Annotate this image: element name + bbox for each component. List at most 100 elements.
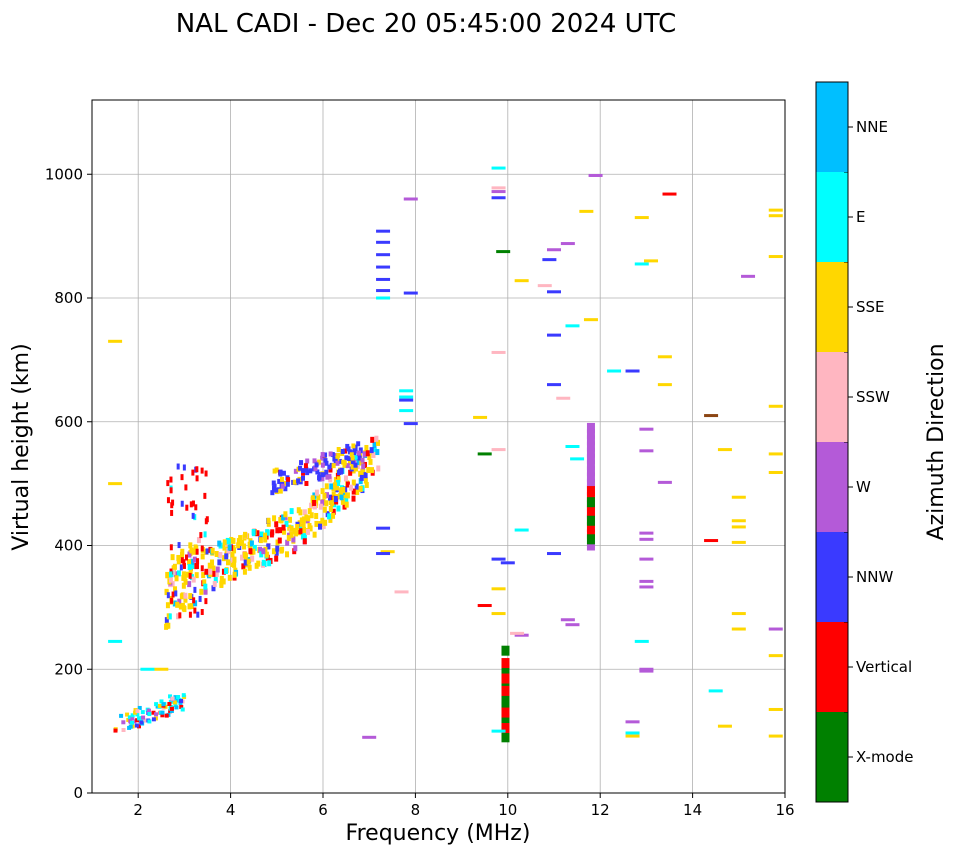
series-point	[399, 395, 414, 399]
f-layer-echo	[265, 529, 270, 536]
f-layer-echo	[353, 454, 358, 461]
series-point	[586, 534, 595, 545]
series-point	[376, 526, 391, 530]
series-point	[768, 404, 783, 408]
colorbar-label: NNE	[856, 118, 888, 136]
f-layer-echo	[285, 551, 290, 558]
x-tick-label: 12	[591, 801, 610, 819]
f-layer-echo	[275, 539, 280, 546]
series-point	[586, 460, 595, 471]
e-layer-echo	[132, 719, 137, 724]
f-layer-echo	[208, 568, 213, 575]
series-point	[542, 258, 557, 262]
f-layer-speckle	[200, 565, 204, 572]
series-point	[547, 383, 561, 387]
f-layer-speckle	[200, 467, 204, 474]
f-layer-echo	[349, 484, 354, 491]
series-point	[565, 324, 580, 328]
f-layer-echo	[281, 514, 286, 521]
f-layer-echo	[275, 545, 280, 552]
f-layer-echo	[283, 511, 288, 518]
series-point	[731, 540, 746, 544]
e-layer-echo	[125, 712, 130, 717]
e-layer-echo	[163, 704, 168, 709]
upper-f-echo	[293, 468, 298, 474]
y-tick-label: 1000	[45, 165, 83, 183]
series-point	[403, 291, 418, 295]
series-point	[491, 448, 506, 452]
f-layer-echo	[180, 548, 185, 555]
f-layer-speckle	[195, 466, 199, 473]
series-point	[704, 414, 719, 418]
f-layer-echo	[366, 467, 371, 474]
f-layer-echo	[176, 554, 181, 561]
f-layer-echo	[340, 498, 345, 505]
y-tick-label: 600	[54, 413, 83, 431]
upper-f-echo	[337, 468, 342, 474]
f-layer-echo	[333, 477, 338, 484]
f-layer-echo	[331, 508, 336, 515]
azimuth-colorbar: X-mode Vertical NNW W SSW SSE E NNE	[815, 81, 913, 803]
f-layer-echo	[364, 481, 369, 488]
f-layer-echo	[213, 576, 218, 583]
upper-f-echo	[300, 468, 305, 474]
series-point	[514, 633, 529, 637]
upper-f-echo	[308, 468, 313, 474]
f-layer-echo	[190, 558, 195, 565]
f-layer-echo	[176, 558, 181, 565]
f-layer-echo	[189, 603, 194, 610]
f-layer-echo	[318, 523, 323, 530]
f-layer-speckle	[193, 586, 197, 593]
f-layer-echo	[192, 556, 197, 563]
series-point	[403, 422, 418, 426]
f-layer-speckle	[191, 500, 195, 507]
f-layer-echo	[164, 589, 169, 596]
f-layer-echo	[306, 515, 311, 522]
series-point	[717, 448, 732, 452]
series-point	[586, 486, 595, 497]
series-point	[477, 604, 492, 608]
series-point	[586, 497, 595, 508]
series-point	[586, 472, 595, 483]
e-layer-echo	[133, 710, 138, 715]
e-layer-echo	[141, 715, 146, 720]
f-layer-speckle	[174, 590, 178, 597]
x-tick-label: 14	[683, 801, 702, 819]
series-point	[768, 654, 783, 658]
upper-f-echo	[317, 474, 322, 480]
upper-f-echo	[314, 462, 319, 468]
upper-f-echo	[303, 463, 308, 469]
e-layer-echo	[130, 716, 135, 721]
f-layer-echo	[221, 555, 226, 562]
upper-f-echo	[328, 467, 333, 473]
x-tick-label: 6	[318, 801, 328, 819]
upper-f-echo	[356, 450, 361, 456]
e-layer-echo	[147, 719, 152, 724]
f-layer-echo	[187, 581, 192, 588]
f-layer-echo	[226, 559, 231, 566]
x-tick-label: 4	[226, 801, 236, 819]
f-layer-speckle	[204, 518, 208, 525]
f-layer-echo	[211, 570, 216, 577]
colorbar-label: Vertical	[856, 658, 912, 676]
f-layer-echo	[219, 581, 224, 588]
f-layer-echo	[176, 570, 181, 577]
f-layer-echo	[360, 468, 365, 475]
series-point	[588, 173, 603, 177]
upper-f-echo	[323, 458, 328, 464]
f-layer-echo	[164, 622, 169, 629]
f-layer-echo	[376, 465, 381, 472]
colorbar-segment-vertical	[816, 622, 848, 712]
f-layer-speckle	[196, 611, 200, 618]
f-layer-echo	[175, 601, 180, 608]
f-layer-echo	[271, 548, 276, 555]
f-layer-echo	[344, 501, 349, 508]
upper-f-echo	[278, 488, 283, 494]
e-layer-echo	[172, 700, 177, 705]
chart-title: NAL CADI - Dec 20 05:45:00 2024 UTC	[176, 9, 676, 39]
f-layer-echo	[258, 546, 263, 553]
f-layer-echo	[258, 537, 263, 544]
f-layer-speckle	[193, 514, 197, 521]
f-layer-echo	[179, 593, 184, 600]
series-point	[586, 435, 595, 446]
